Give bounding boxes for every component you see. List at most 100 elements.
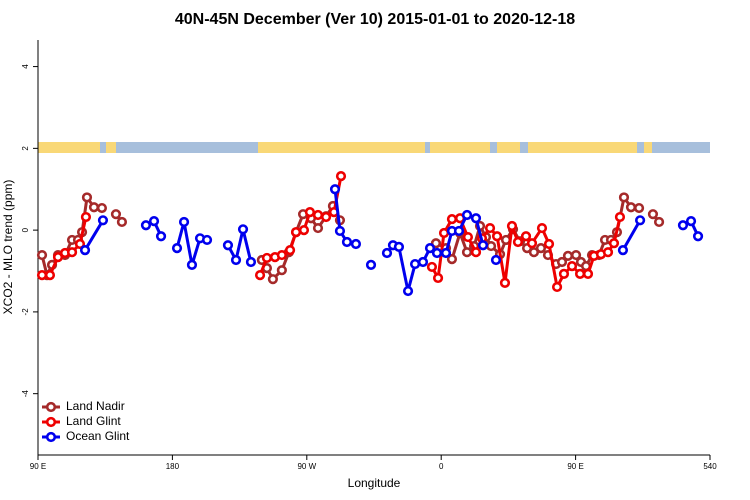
x-tick-label: 540	[703, 462, 717, 471]
x-tick-label: 180	[166, 462, 180, 471]
point	[284, 245, 296, 256]
point	[186, 259, 198, 270]
point	[66, 247, 78, 258]
point	[417, 256, 429, 268]
point	[432, 272, 444, 284]
point	[44, 269, 56, 281]
point	[461, 209, 473, 221]
x-tick-label: 90 W	[297, 462, 316, 471]
point	[36, 269, 48, 281]
point	[230, 254, 242, 266]
point	[88, 202, 100, 213]
point	[178, 216, 190, 228]
point	[402, 285, 414, 297]
point	[365, 259, 377, 270]
point	[556, 256, 568, 268]
point	[334, 225, 346, 237]
land-band	[644, 142, 652, 153]
point	[290, 227, 302, 238]
series-line	[42, 175, 622, 292]
x-tick-label: 0	[439, 462, 444, 471]
point	[490, 254, 502, 266]
legend-marker	[45, 416, 57, 428]
legend-label: Land Glint	[66, 414, 121, 428]
land-band	[38, 142, 100, 153]
point	[148, 216, 160, 227]
point	[484, 222, 496, 234]
point	[438, 227, 450, 239]
land-band	[258, 142, 425, 153]
point	[36, 249, 48, 261]
point	[424, 243, 436, 254]
point	[491, 231, 503, 242]
point	[320, 211, 332, 223]
y-tick-label: 2	[21, 146, 30, 151]
point	[304, 207, 316, 218]
point	[477, 240, 489, 251]
point	[52, 252, 64, 263]
point	[426, 261, 438, 273]
y-tick-label: -4	[21, 390, 30, 398]
point	[618, 192, 630, 203]
point	[551, 281, 563, 293]
x-axis-label: Longitude	[348, 476, 401, 490]
point	[633, 202, 645, 214]
point	[81, 192, 93, 203]
point	[312, 209, 324, 221]
point	[276, 249, 287, 261]
point	[171, 243, 183, 254]
point	[329, 184, 341, 195]
y-tick-label: -2	[21, 308, 30, 316]
point	[80, 211, 92, 223]
point	[528, 247, 540, 258]
point	[350, 238, 362, 250]
point	[570, 249, 582, 261]
point	[608, 238, 620, 249]
point	[692, 231, 704, 242]
point	[393, 241, 405, 252]
point	[677, 220, 689, 231]
point	[261, 252, 273, 264]
point	[96, 202, 108, 214]
point	[237, 224, 249, 235]
legend-label: Ocean Glint	[66, 429, 130, 443]
point	[562, 250, 574, 261]
point	[140, 220, 152, 231]
point	[155, 231, 167, 242]
point	[110, 209, 122, 220]
y-tick-label: 4	[21, 64, 30, 69]
land-band	[528, 142, 637, 153]
point	[79, 245, 91, 256]
point	[506, 220, 518, 232]
point	[470, 213, 482, 224]
chart-title: 40N-45N December (Ver 10) 2015-01-01 to …	[175, 11, 575, 28]
point	[97, 215, 109, 226]
land-ocean-strip	[38, 142, 710, 153]
point	[470, 247, 482, 258]
point	[462, 231, 474, 243]
point	[520, 231, 532, 242]
point	[409, 258, 421, 270]
x-tick-label: 90 E	[567, 462, 583, 471]
land-band	[497, 142, 520, 153]
point	[625, 202, 637, 213]
point	[341, 236, 353, 248]
point	[440, 247, 452, 259]
legend-marker	[45, 401, 57, 413]
point	[566, 261, 578, 272]
point	[298, 225, 310, 236]
point	[535, 243, 547, 254]
point	[431, 247, 443, 259]
point	[602, 247, 614, 258]
point	[245, 256, 257, 268]
point	[543, 238, 555, 250]
y-tick-label: 0	[21, 227, 30, 232]
point	[461, 247, 473, 258]
point	[335, 171, 347, 182]
point	[74, 238, 86, 250]
point	[558, 268, 570, 279]
x-tick-label: 90 E	[30, 462, 46, 471]
point	[499, 277, 511, 288]
point	[446, 254, 458, 265]
